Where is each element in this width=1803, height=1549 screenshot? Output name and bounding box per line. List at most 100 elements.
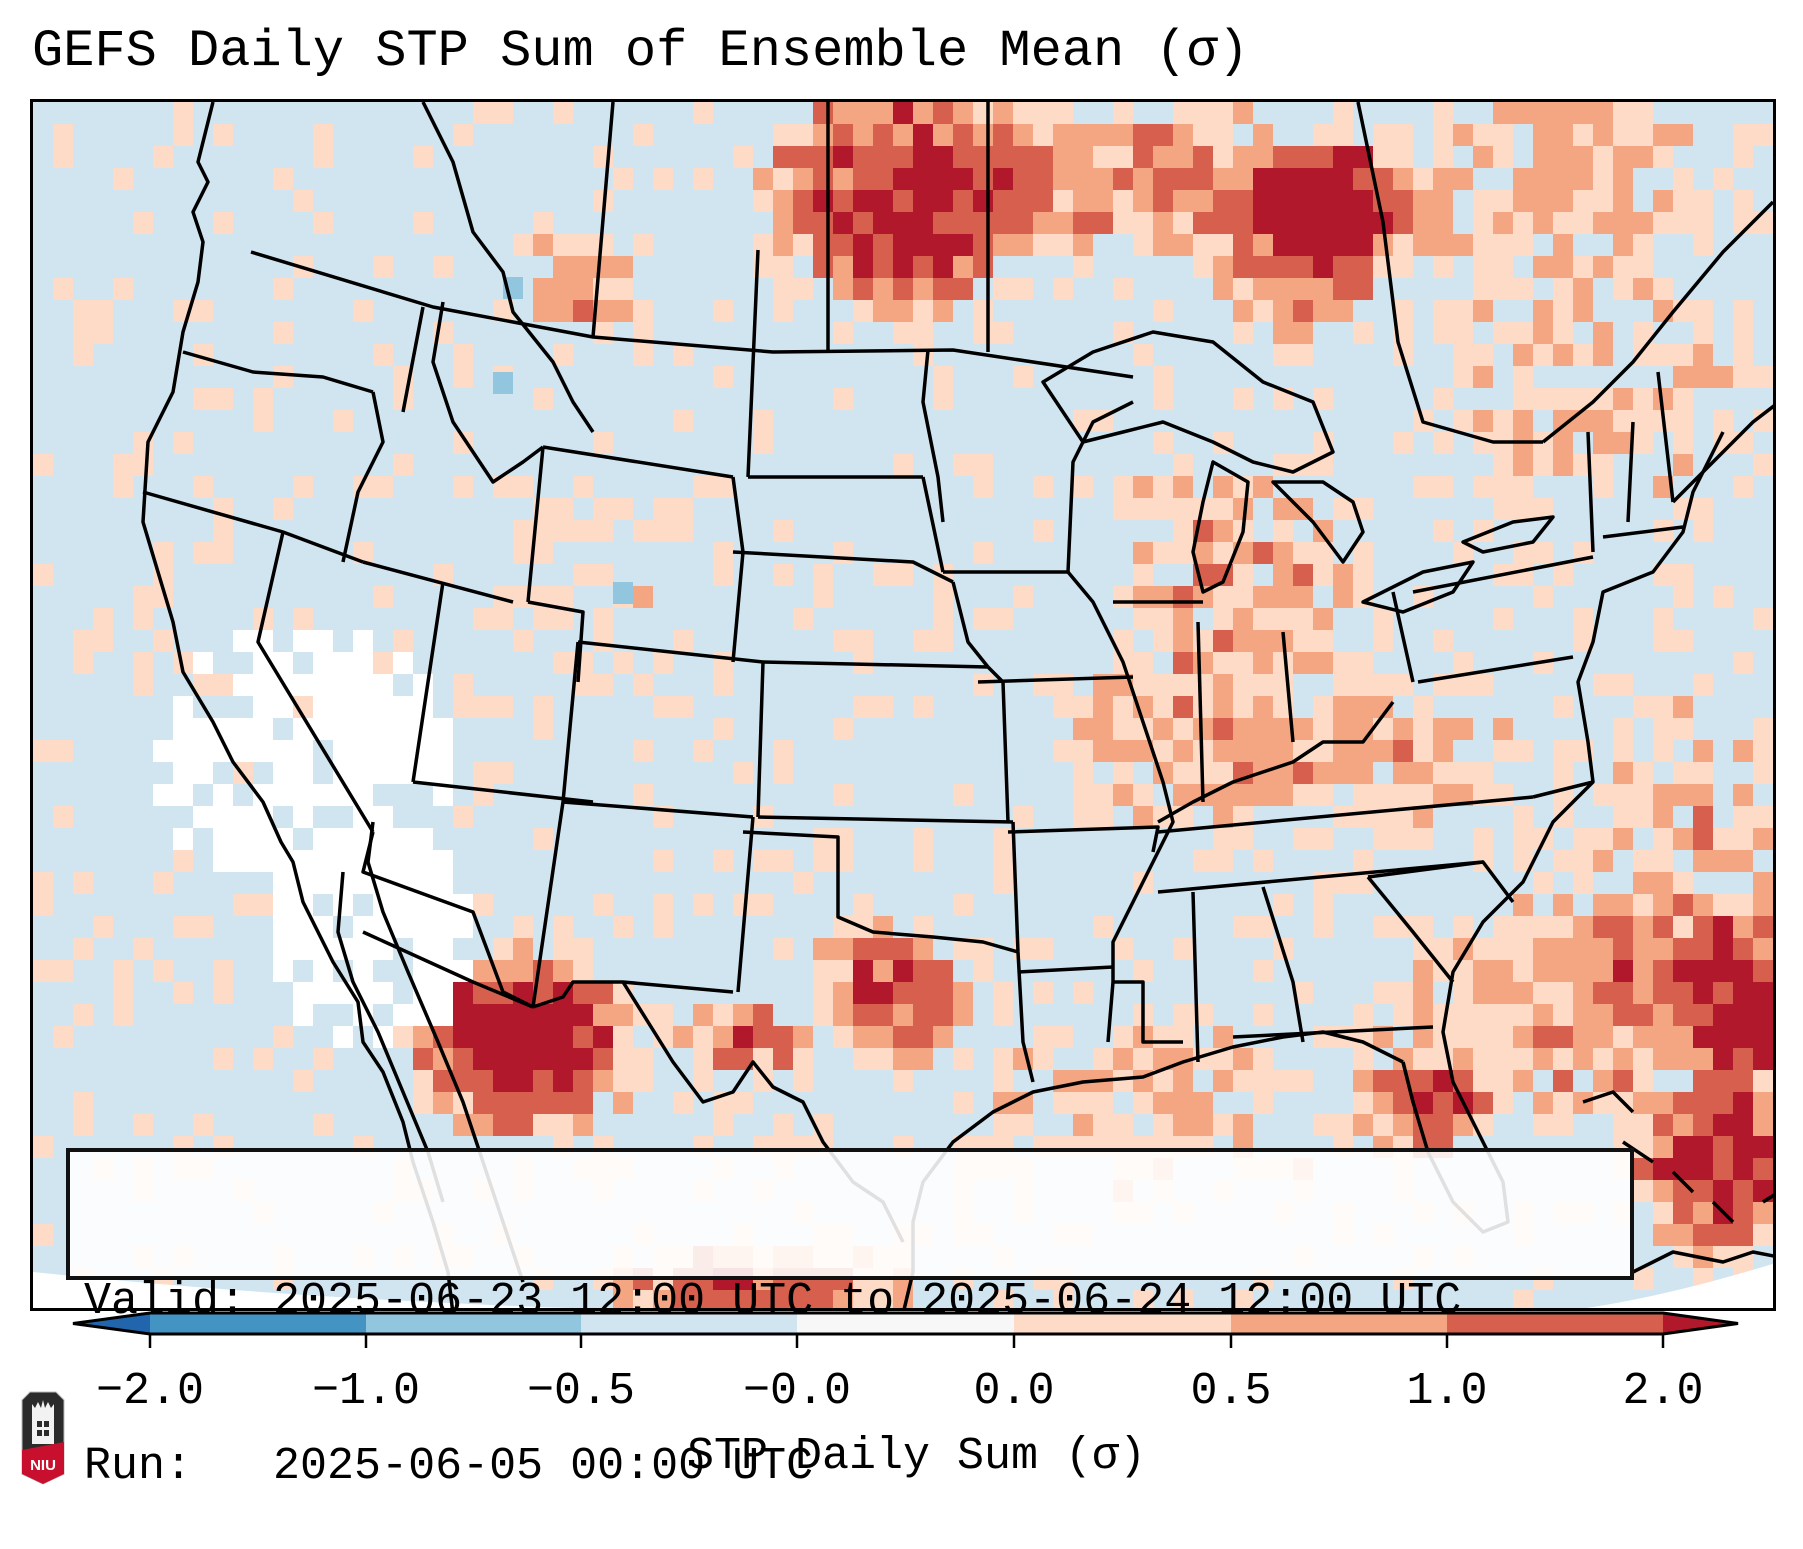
- heatmap-cell: [773, 564, 793, 586]
- heatmap-cell: [1553, 344, 1573, 366]
- heatmap-cell: [1693, 1202, 1713, 1224]
- heatmap-cell: [1493, 1026, 1513, 1048]
- heatmap-cell: [1153, 498, 1173, 520]
- heatmap-cell: [753, 1026, 773, 1048]
- heatmap-cell: [1553, 960, 1573, 982]
- heatmap-cell: [1593, 982, 1613, 1004]
- heatmap-cell: [973, 960, 993, 982]
- heatmap-cell: [373, 740, 393, 762]
- heatmap-cell: [1253, 234, 1273, 256]
- heatmap-cell: [833, 278, 853, 300]
- heatmap-cell: [1553, 212, 1573, 234]
- heatmap-cell: [153, 960, 173, 982]
- heatmap-cell: [213, 674, 233, 696]
- heatmap-cell: [253, 718, 273, 740]
- heatmap-cell: [693, 1070, 713, 1092]
- heatmap-cell: [453, 124, 473, 146]
- heatmap-cell: [873, 234, 893, 256]
- heatmap-cell: [1353, 168, 1373, 190]
- heatmap-cell: [813, 982, 833, 1004]
- heatmap-cell: [1613, 982, 1633, 1004]
- heatmap-cell: [533, 234, 553, 256]
- heatmap-cell: [1733, 1224, 1753, 1246]
- heatmap-cell: [1673, 366, 1693, 388]
- heatmap-cell: [1633, 234, 1653, 256]
- heatmap-cell: [1073, 696, 1093, 718]
- heatmap-cell: [1293, 168, 1313, 190]
- heatmap-cell: [1393, 1092, 1413, 1114]
- colorbar-tick-label: −1.0: [311, 1366, 421, 1417]
- colorbar-tick-label: −0.0: [742, 1366, 852, 1417]
- heatmap-cell: [813, 146, 833, 168]
- colorbar-ticks: [148, 1334, 1665, 1348]
- heatmap-cell: [793, 212, 813, 234]
- heatmap-cell: [1493, 960, 1513, 982]
- heatmap-cell: [1413, 740, 1433, 762]
- heatmap-cell: [1753, 718, 1773, 740]
- heatmap-cell: [1733, 322, 1753, 344]
- heatmap-cell: [793, 190, 813, 212]
- heatmap-cell: [1453, 1026, 1473, 1048]
- colorbar-segment: [366, 1313, 581, 1334]
- heatmap-cell: [573, 300, 593, 322]
- heatmap-cell: [1773, 1114, 1776, 1136]
- heatmap-cell: [1293, 344, 1313, 366]
- heatmap-cell: [593, 1048, 613, 1070]
- heatmap-cell: [73, 300, 93, 322]
- heatmap-cell: [1333, 168, 1353, 190]
- border-ohio-river: [1157, 700, 1395, 824]
- heatmap-cell: [553, 1048, 573, 1070]
- heatmap-cell: [1653, 850, 1673, 872]
- heatmap-cell: [1173, 608, 1193, 630]
- heatmap-cell: [1753, 872, 1773, 894]
- heatmap-cell: [1693, 1224, 1713, 1246]
- heatmap-cell: [1593, 388, 1613, 410]
- heatmap-cell: [1673, 190, 1693, 212]
- heatmap-cell: [533, 1092, 553, 1114]
- heatmap-cell: [673, 1026, 693, 1048]
- heatmap-cell: [293, 476, 313, 498]
- run-line: Run: 2025-06-05 00:00 UTC: [84, 1439, 1630, 1494]
- heatmap-cell: [1653, 1180, 1673, 1202]
- heatmap-cell: [1473, 234, 1493, 256]
- border-sd-ne: [732, 550, 954, 584]
- heatmap-cell: [313, 146, 333, 168]
- heatmap-cell: [273, 916, 293, 938]
- map-panel: [30, 99, 1776, 1311]
- heatmap-cell: [1293, 256, 1313, 278]
- heatmap-cell: [1333, 674, 1353, 696]
- heatmap-cell: [373, 256, 393, 278]
- heatmap-cell: [1653, 872, 1673, 894]
- heatmap-cell: [1133, 124, 1153, 146]
- heatmap-cell: [1533, 1092, 1553, 1114]
- st-lawrence: [1541, 200, 1773, 444]
- heatmap-cell: [1533, 586, 1553, 608]
- heatmap-cell: [573, 1026, 593, 1048]
- heatmap-cell: [673, 410, 693, 432]
- heatmap-cell: [1733, 784, 1753, 806]
- lake-erie: [1361, 560, 1475, 614]
- heatmap-cell: [753, 410, 773, 432]
- heatmap-cell: [1553, 410, 1573, 432]
- heatmap-cell: [1053, 190, 1073, 212]
- heatmap-cell: [513, 1070, 533, 1092]
- heatmap-cell: [193, 388, 213, 410]
- heatmap-cell: [1433, 1070, 1453, 1092]
- heatmap-cell: [1593, 1004, 1613, 1026]
- heatmap-cell: [853, 1290, 873, 1308]
- heatmap-cell: [1073, 740, 1093, 762]
- colorbar-segment: [1231, 1313, 1447, 1334]
- heatmap-cell: [1273, 542, 1293, 564]
- heatmap-cell: [1533, 344, 1553, 366]
- heatmap-cell: [1433, 322, 1453, 344]
- heatmap-cell: [1293, 278, 1313, 300]
- heatmap-cell: [1113, 124, 1133, 146]
- heatmap-cell: [1033, 234, 1053, 256]
- heatmap-cell: [1653, 190, 1673, 212]
- coastline-cuba-east: [1632, 1250, 1773, 1274]
- heatmap-cell: [453, 916, 473, 938]
- heatmap-cell: [1313, 630, 1333, 652]
- heatmap-cell: [1753, 938, 1773, 960]
- heatmap-cell: [913, 344, 933, 366]
- heatmap-cell: [1353, 1048, 1373, 1070]
